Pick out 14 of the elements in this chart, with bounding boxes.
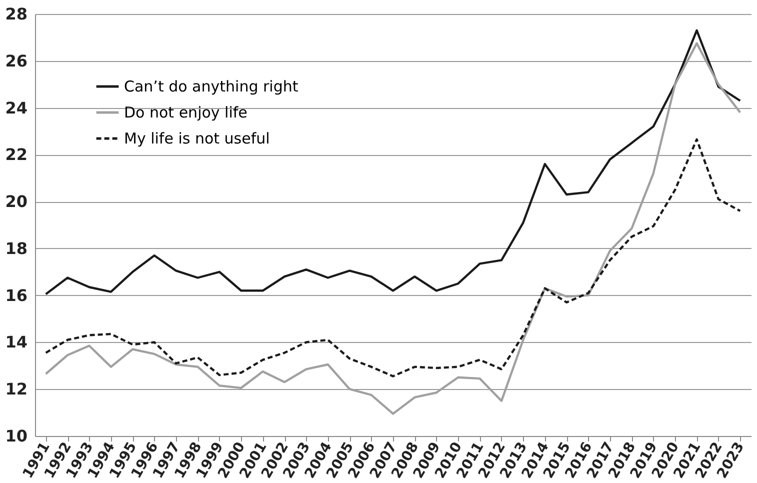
y-tick-label: 10 (5, 426, 28, 446)
y-tick-label: 24 (5, 98, 28, 118)
line-series (44, 29, 742, 296)
y-tick-label: 18 (5, 238, 28, 258)
y-tick-label: 16 (5, 286, 28, 305)
legend-label: My life is not useful (124, 130, 270, 148)
y-tick-label: 22 (5, 145, 28, 164)
legend-label: Can’t do anything right (124, 78, 298, 96)
y-tick-label: 20 (5, 192, 28, 212)
y-tick-label: 28 (5, 4, 28, 24)
y-tick-label: 12 (5, 380, 28, 399)
legend-label: Do not enjoy life (124, 104, 248, 122)
y-tick-label: 26 (5, 51, 28, 70)
y-tick-label: 14 (5, 332, 28, 352)
